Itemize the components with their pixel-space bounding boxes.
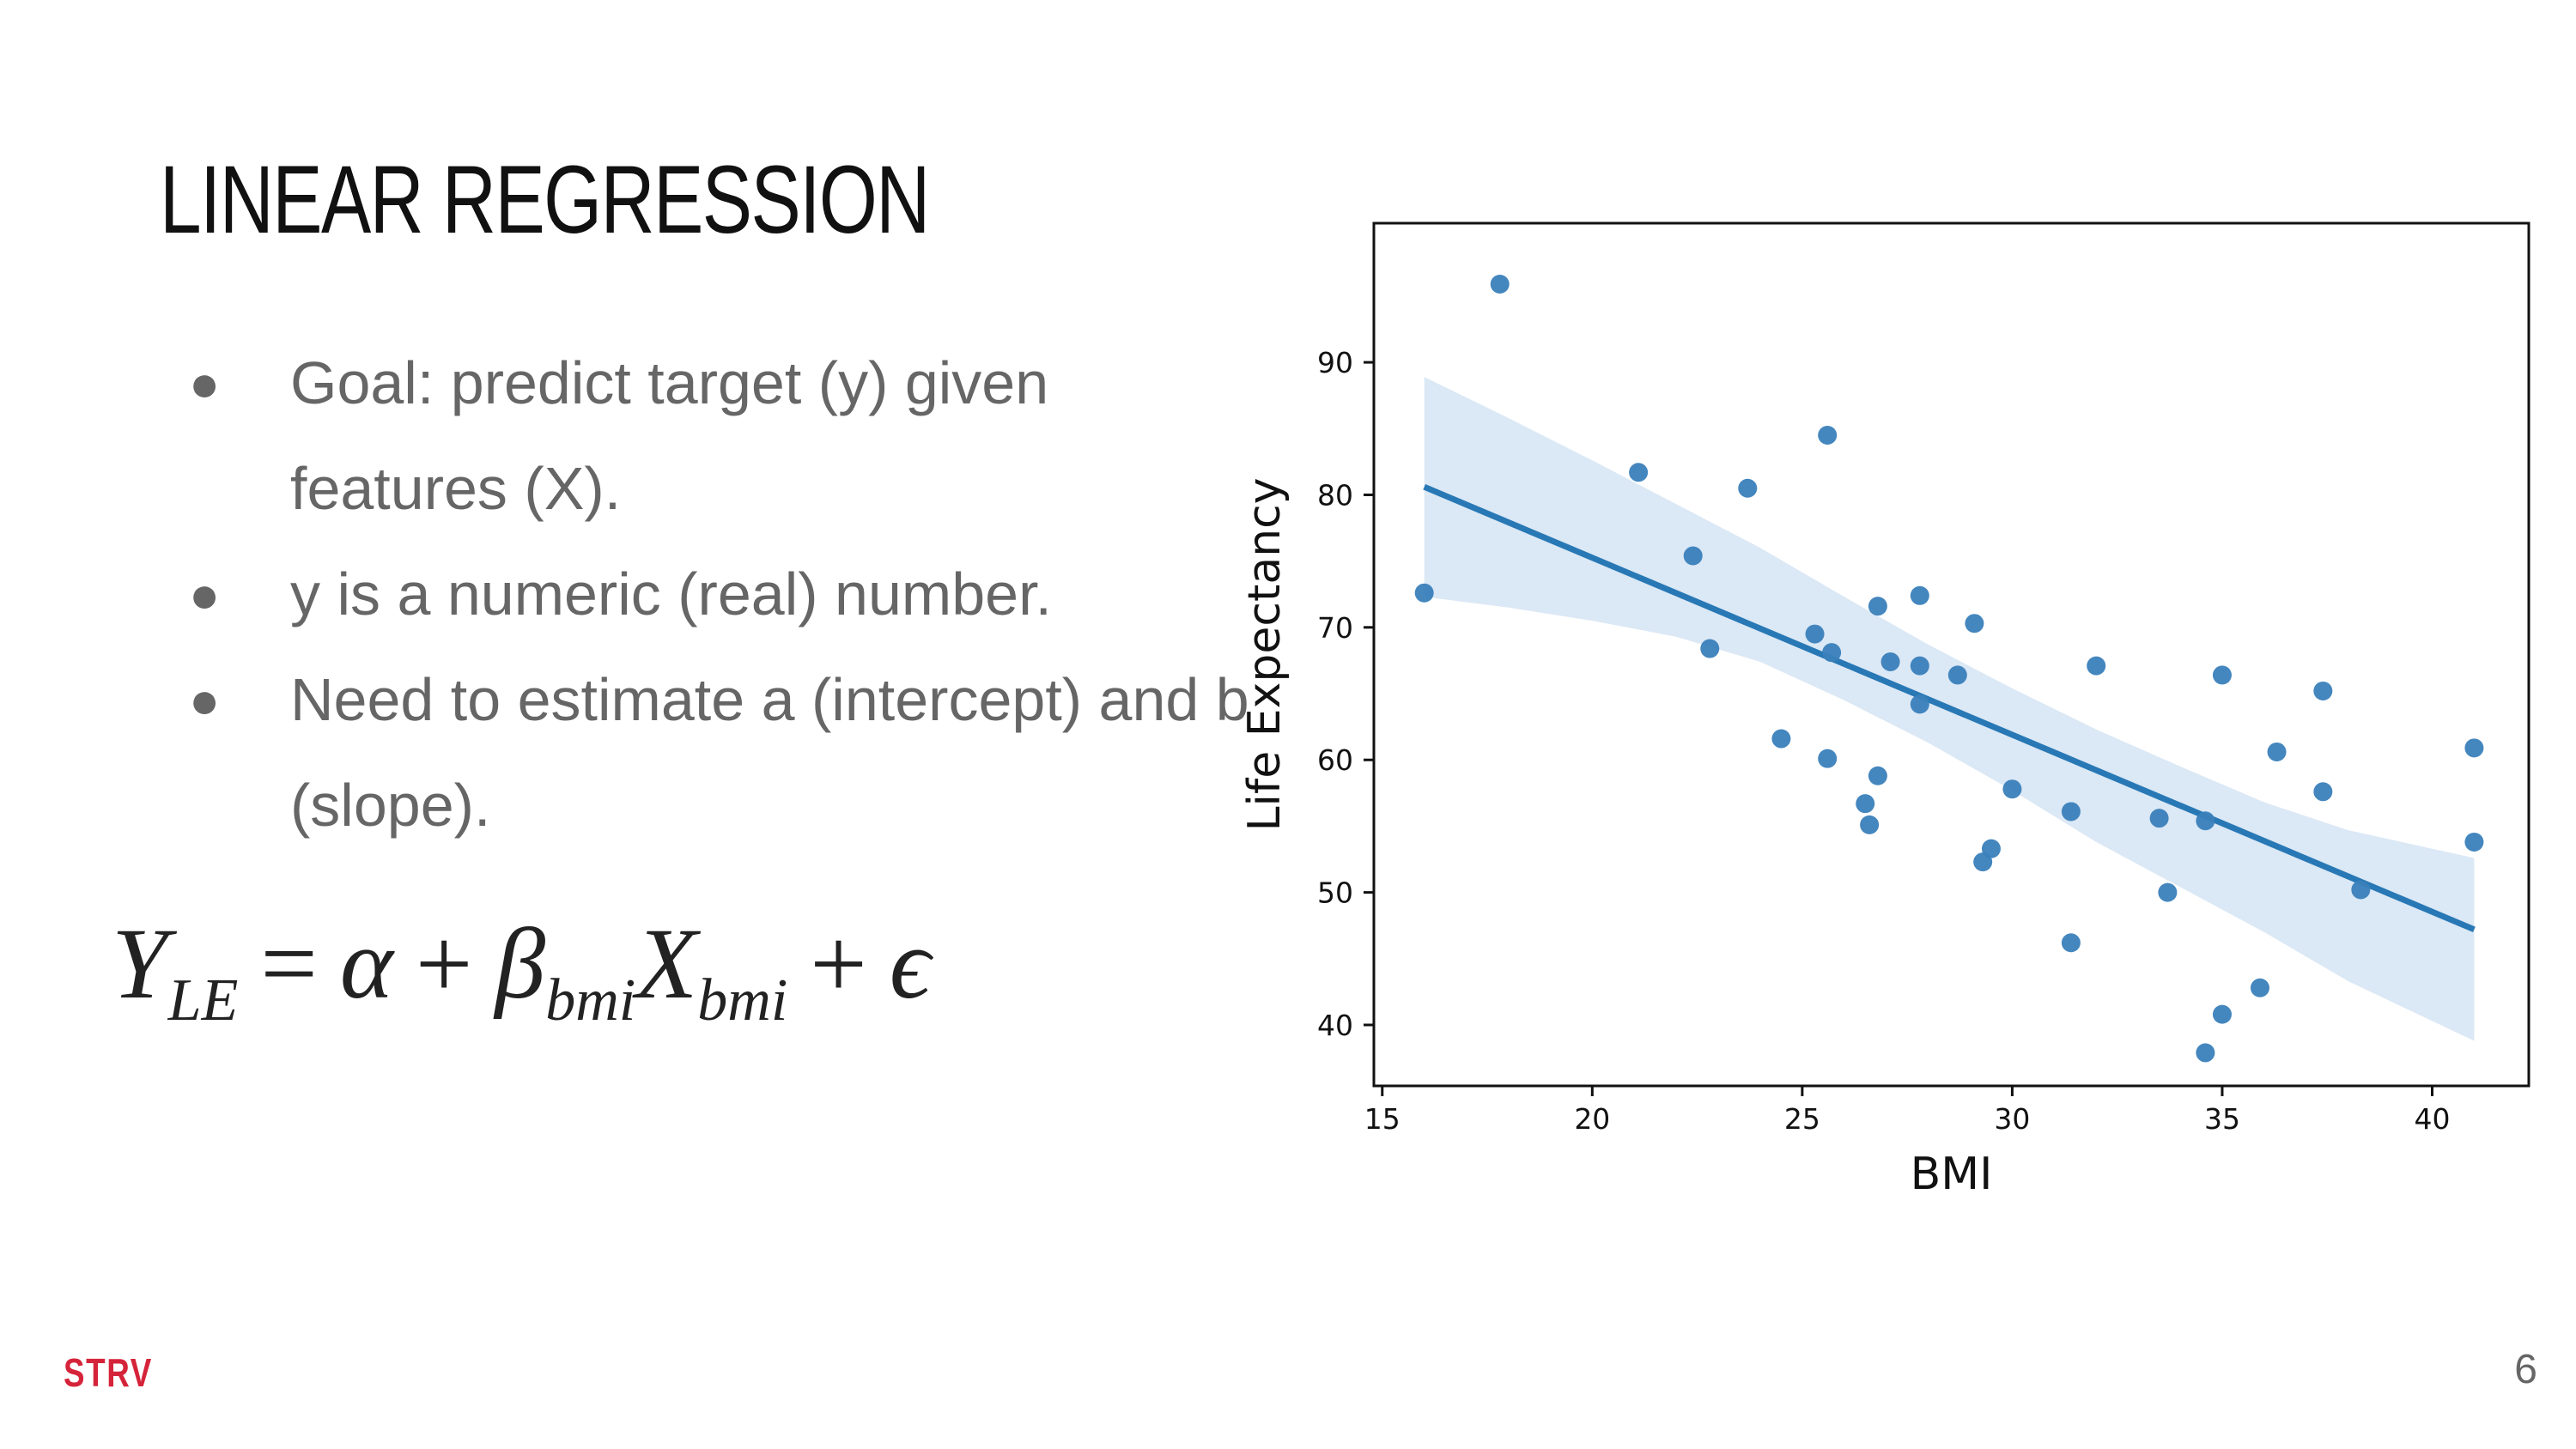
y-tick-label: 90 [1317,346,1353,379]
data-point [2196,1043,2215,1063]
data-point [1822,643,1842,663]
y-tick-label: 60 [1317,743,1353,777]
scatter-chart: 15 20 25 30 35 40 40 50 60 70 80 90 BMI Life Expectan… [1239,221,2530,1200]
y-axis-label: Life Expectancy [1239,477,1291,831]
x-tick-label: 35 [2204,1102,2240,1136]
y-tick-label: 40 [1317,1009,1353,1042]
bullet-item: ● Goal: predict target (y) given feature… [180,330,1262,542]
equation-beta-subscript: bmi [545,967,636,1034]
bullet-dot-icon: ● [189,566,221,623]
data-point [1490,275,1510,294]
plot-frame [1372,221,2530,1088]
equation-epsilon: ϵ [889,907,931,1020]
bullet-item: ● Need to estimate a (intercept) and b (… [180,647,1262,858]
data-point [2212,1004,2232,1024]
bullet-dot-icon: ● [189,355,221,412]
data-point [1860,815,1880,834]
x-tick-label: 20 [1574,1102,1610,1136]
x-tick-label: 15 [1364,1102,1400,1136]
equation-beta: β [495,907,546,1020]
data-point [2158,882,2178,902]
equation-y-subscript: LE [167,967,239,1034]
data-point [1981,839,2001,858]
equation-plus: + [810,907,867,1020]
data-point [2149,809,2169,828]
equation-alpha: α [339,907,393,1020]
data-point [2313,782,2333,802]
equation-y: Y [112,907,168,1020]
data-point [1880,652,1900,671]
equation-x: X [635,907,698,1020]
x-tick-label: 25 [1784,1102,1820,1136]
data-point [1868,597,1887,616]
strv-logo: STRV [64,1350,153,1395]
data-point [1910,656,1929,676]
data-point [2212,665,2232,685]
data-point [1629,463,1649,482]
data-point [2313,681,2333,700]
bullet-item: ● y is a numeric (real) number. [180,542,1262,647]
data-point [1856,794,1875,814]
page-number: 6 [2514,1347,2537,1392]
data-point [1818,426,1838,446]
data-point [1965,614,1984,634]
data-point [1868,766,1887,785]
bullet-list: ● Goal: predict target (y) given feature… [180,330,1262,858]
bullet-dot-icon: ● [189,671,221,729]
data-point [1700,639,1720,658]
y-tick-label: 50 [1317,876,1353,910]
data-point [2061,802,2081,822]
data-point [2464,738,2484,758]
data-point [1771,729,1791,749]
x-tick-label: 30 [1994,1102,2030,1136]
y-tick-label: 70 [1317,611,1353,645]
data-point [2061,933,2081,953]
data-point [2002,779,2022,799]
data-point [2464,832,2484,852]
data-point [1818,749,1838,768]
bullet-text: Goal: predict target (y) given features … [290,349,1049,522]
x-tick-label: 40 [2415,1102,2451,1136]
data-point [2351,880,2371,900]
y-tick-label: 80 [1317,478,1353,512]
bullet-text: y is a numeric (real) number. [290,561,1052,627]
regression-equation: YLE = α + βbmiXbmi + ϵ [112,906,930,1035]
equation-x-subscript: bmi [697,967,788,1034]
data-point [1683,546,1703,566]
data-point [1414,583,1434,603]
data-point [2196,811,2215,831]
data-point [1805,624,1825,644]
regression-line [1423,483,2476,933]
equation-plus: + [415,907,473,1020]
data-point [1910,694,1929,714]
data-point [1947,665,1967,685]
equation-equals: = [260,907,318,1020]
data-point [2267,742,2287,761]
bullet-text: Need to estimate a (intercept) and b (sl… [290,666,1249,839]
data-point [1910,585,1929,605]
x-axis-label: BMI [1911,1149,1993,1200]
data-point [1738,478,1758,498]
slide-title: LINEAR REGRESSION [160,146,930,253]
data-point [2250,978,2269,997]
data-point [2087,656,2106,676]
